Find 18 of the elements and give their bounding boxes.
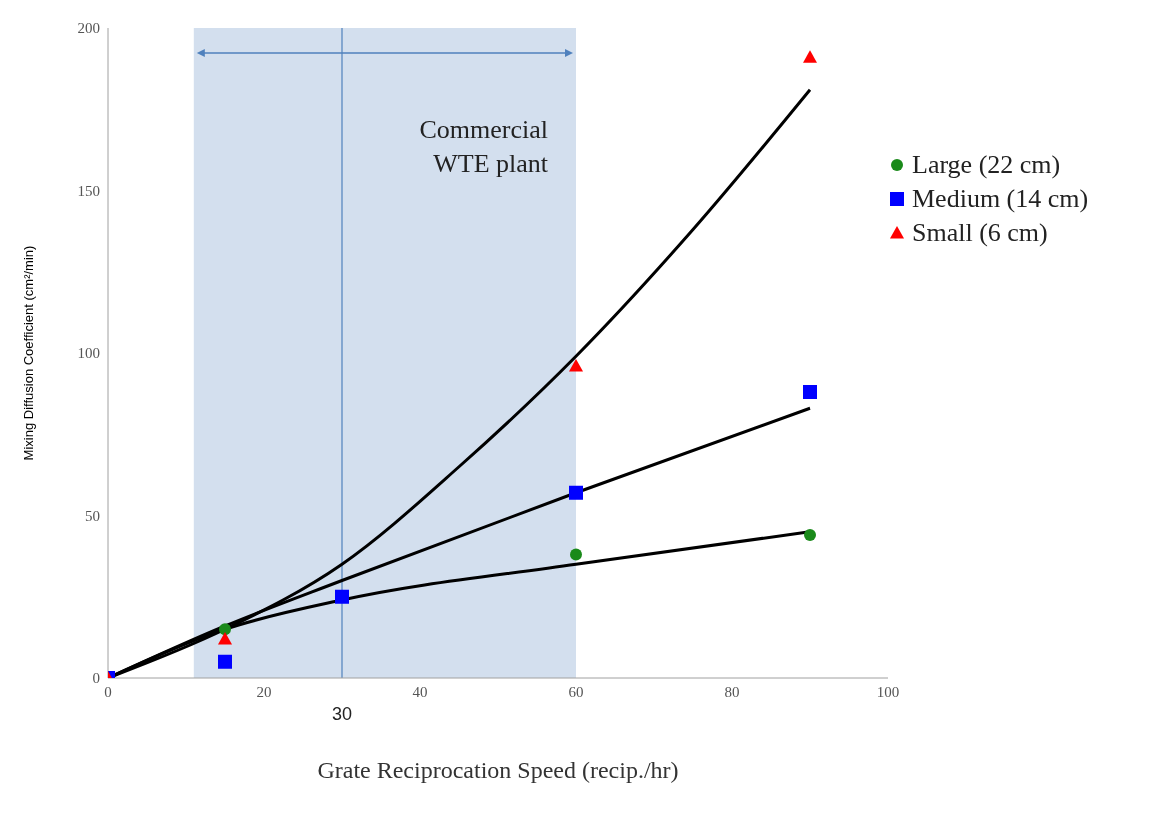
x-tick-label: 0 xyxy=(104,683,112,700)
y-tick-label: 200 xyxy=(77,20,100,37)
band-label: Commercial WTE plant xyxy=(419,115,549,178)
y-tick-label: 150 xyxy=(77,182,100,199)
ref-line-label: 30 xyxy=(331,704,353,724)
x-tick-label: 60 xyxy=(568,683,584,700)
x-tick-label: 80 xyxy=(724,683,740,700)
y-tick-label: 0 xyxy=(92,670,100,687)
x-tick-label: 20 xyxy=(256,683,272,700)
legend-label: Medium (14 cm) xyxy=(912,184,1089,214)
legend-label: Large (22 cm) xyxy=(912,150,1061,180)
x-axis-title: Grate Reciprocation Speed (recip./hr) xyxy=(317,757,679,783)
y-tick-label: 100 xyxy=(77,345,100,362)
x-tick-label: 40 xyxy=(412,683,428,700)
y-tick-label: 50 xyxy=(85,507,100,524)
legend-label: Small (6 cm) xyxy=(912,218,1048,248)
y-axis-title: Mixing Diffusion Coefficient (cm²/min) xyxy=(20,245,36,461)
x-tick-label: 100 xyxy=(876,683,900,700)
